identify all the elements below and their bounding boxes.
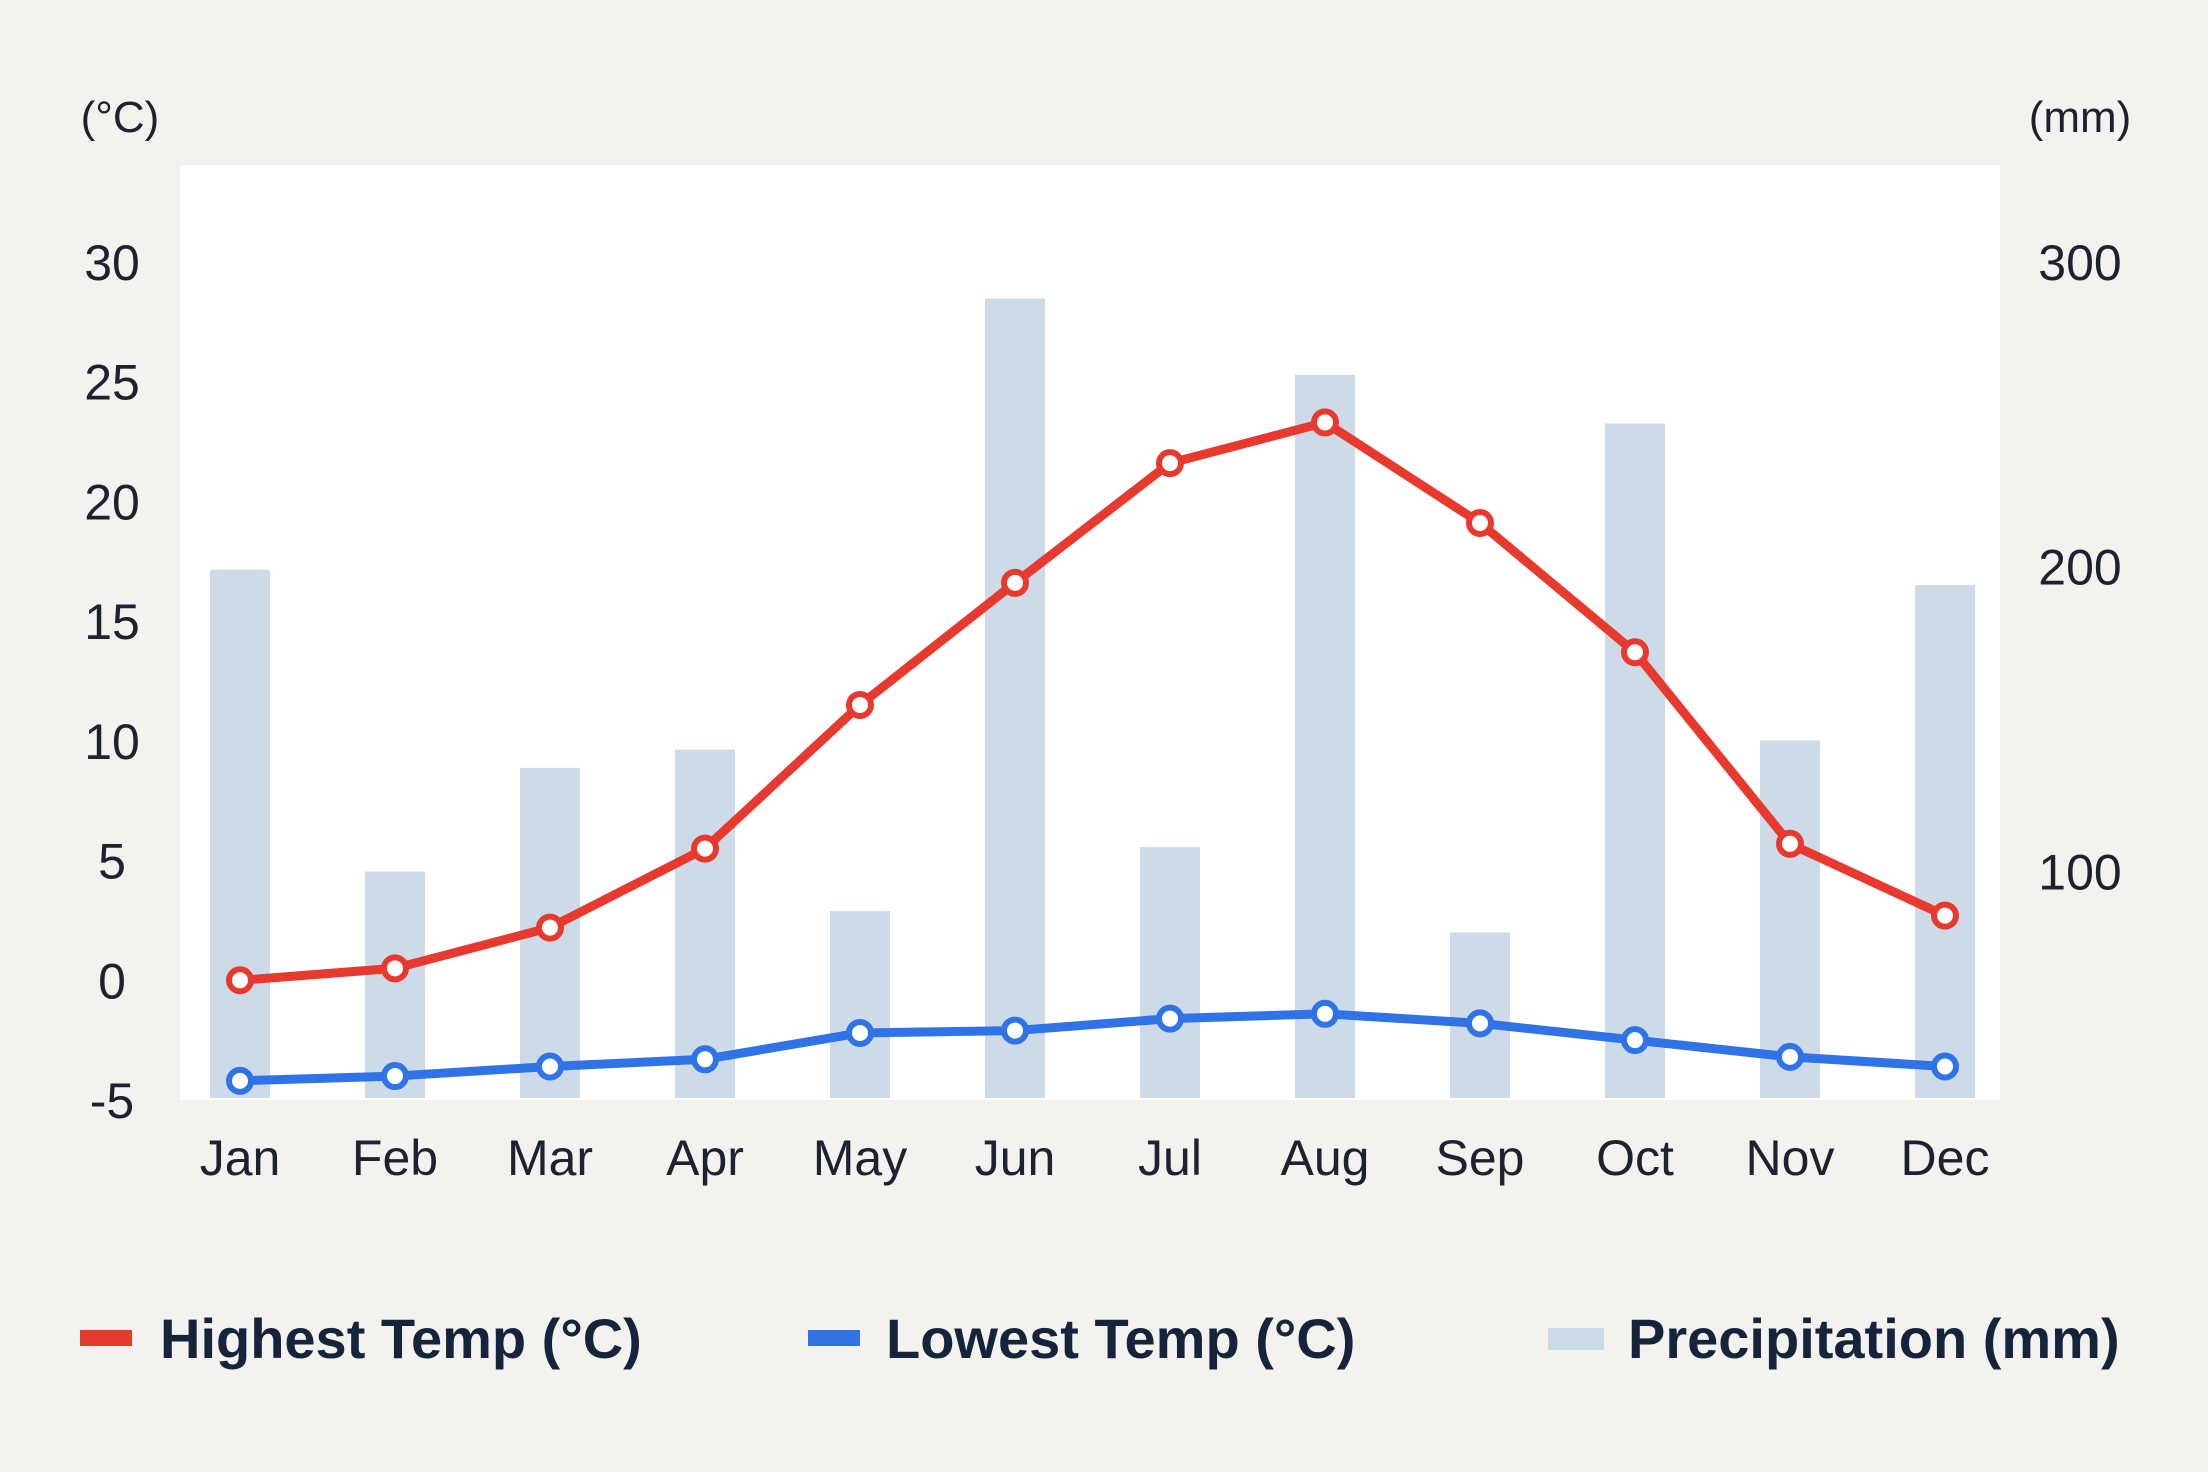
lowest-temp-point [1621, 1026, 1649, 1055]
x-axis-tick-label: Oct [1596, 1130, 1674, 1186]
right-axis-tick-label: 200 [2038, 540, 2121, 596]
highest-temp-point [1931, 901, 1959, 930]
x-axis-tick-label: Aug [1281, 1130, 1370, 1186]
highest-temp-point [1001, 568, 1029, 597]
highest-temp-point [536, 913, 564, 942]
temperature-lines [226, 408, 1959, 1095]
x-axis-tick-label: Nov [1746, 1130, 1835, 1186]
precipitation-bar [1140, 847, 1200, 1098]
highest-temp-point [1311, 408, 1339, 437]
lowest-temp-point [1466, 1009, 1494, 1038]
lowest-temp-point [846, 1018, 874, 1047]
highest-temp-line [235, 417, 1950, 985]
lowest-temp-point [691, 1045, 719, 1074]
highest-temp-point [846, 690, 874, 719]
highest-temp-point [381, 954, 409, 983]
left-axis-tick-label: 5 [98, 834, 126, 890]
x-axis-tick-label: Jul [1138, 1130, 1202, 1186]
lowest-temp-point [1156, 1004, 1184, 1033]
x-axis-tick-label: Apr [666, 1130, 744, 1186]
lowest-temp-point [1776, 1042, 1804, 1071]
left-axis-tick-label: 10 [84, 714, 140, 770]
right-axis-ticks: 300 200 100 [2038, 235, 2121, 900]
precipitation-bar [365, 871, 425, 1098]
precipitation-bar [985, 298, 1045, 1098]
left-axis-unit: (°C) [81, 93, 160, 142]
lowest-temp-point [1311, 999, 1339, 1028]
lowest-temp-line [235, 1009, 1950, 1086]
highest-temp-point [226, 966, 254, 995]
right-axis-unit: (mm) [2029, 93, 2132, 142]
precipitation-bar [1915, 585, 1975, 1098]
left-axis-tick-label: 30 [84, 235, 140, 291]
x-axis-ticks: Jan Feb Mar Apr May Jun Jul Aug Sep Oct Nov Dec [200, 1130, 1990, 1186]
x-axis-tick-label: Mar [507, 1130, 593, 1186]
lowest-temp-point [1001, 1016, 1029, 1045]
precipitation-bars [210, 298, 1975, 1098]
lowest-temp-point [536, 1052, 564, 1081]
legend-swatch-lowest [808, 1330, 860, 1346]
precipitation-bar [675, 749, 735, 1098]
precipitation-bar [1605, 423, 1665, 1098]
right-axis-tick-label: 300 [2038, 235, 2121, 291]
precipitation-bar [1760, 740, 1820, 1098]
x-axis-tick-label: Jun [975, 1130, 1056, 1186]
precipitation-bar [1295, 374, 1355, 1098]
left-axis-tick-label: 0 [98, 953, 126, 1009]
highest-temp-point [1776, 829, 1804, 858]
legend-label-highest: Highest Temp (°C) [160, 1307, 642, 1370]
left-axis-tick-label: -5 [90, 1073, 134, 1129]
highest-temp-point [1156, 449, 1184, 478]
lowest-temp-point [226, 1066, 254, 1095]
x-axis-tick-label: Feb [352, 1130, 438, 1186]
x-axis-tick-label: Sep [1436, 1130, 1525, 1186]
highest-temp-point [1466, 508, 1494, 537]
highest-temp-point [691, 834, 719, 863]
legend-label-precipitation: Precipitation (mm) [1628, 1307, 2120, 1370]
plot-area [180, 165, 2000, 1100]
lowest-temp-point [381, 1062, 409, 1091]
left-axis-ticks: 30 25 20 15 10 5 0 -5 [84, 235, 140, 1129]
x-axis-tick-label: Dec [1901, 1130, 1990, 1186]
legend-swatch-precipitation [1548, 1328, 1604, 1350]
precipitation-bar [830, 911, 890, 1098]
precipitation-bar [210, 569, 270, 1098]
legend: Highest Temp (°C) Lowest Temp (°C) Preci… [80, 1307, 2120, 1370]
legend-label-lowest: Lowest Temp (°C) [886, 1307, 1355, 1370]
legend-swatch-highest [80, 1330, 132, 1346]
right-axis-tick-label: 100 [2038, 844, 2121, 900]
left-axis-tick-label: 15 [84, 594, 140, 650]
lowest-temp-point [1931, 1052, 1959, 1081]
left-axis-tick-label: 20 [84, 474, 140, 530]
left-axis-tick-label: 25 [84, 355, 140, 411]
x-axis-tick-label: May [813, 1130, 907, 1186]
highest-temp-point [1621, 638, 1649, 667]
x-axis-tick-label: Jan [200, 1130, 281, 1186]
